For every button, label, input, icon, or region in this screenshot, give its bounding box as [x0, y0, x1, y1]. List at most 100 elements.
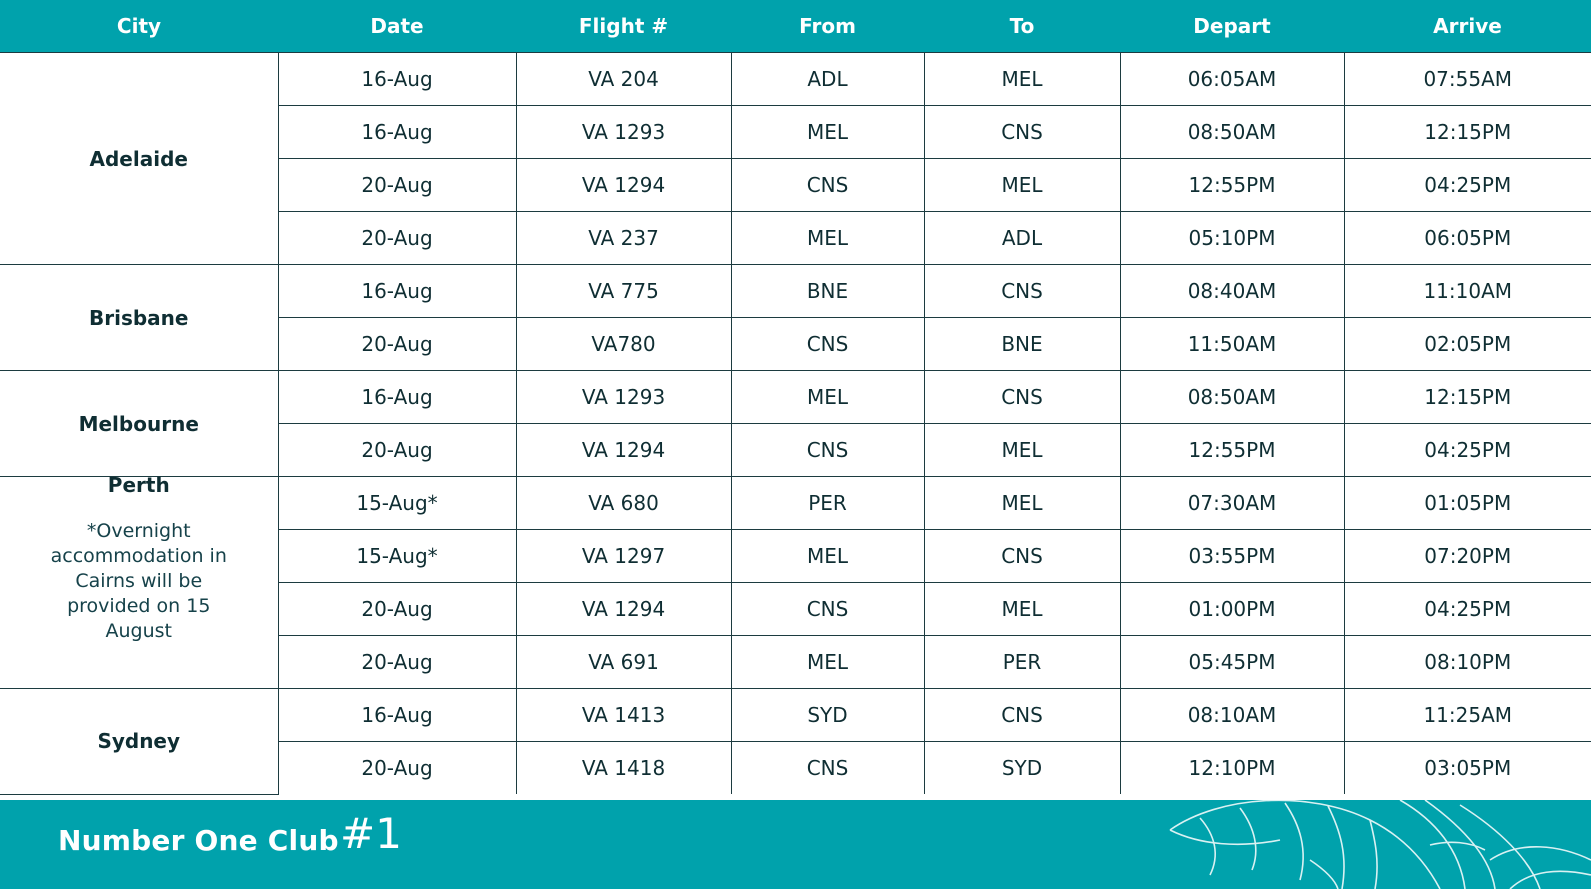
column-header: City: [0, 0, 278, 53]
column-header: Depart: [1120, 0, 1344, 53]
arrive-cell: 12:15PM: [1343, 370, 1591, 424]
date-cell: 20-Aug: [277, 158, 517, 212]
depart-cell: 12:10PM: [1119, 741, 1345, 794]
column-header: Flight #: [516, 0, 731, 53]
brand-name: Number One Club: [58, 824, 339, 857]
depart-cell: 06:05AM: [1119, 52, 1345, 106]
to-cell: BNE: [923, 317, 1121, 371]
arrive-cell: 07:20PM: [1343, 529, 1591, 583]
to-cell: PER: [923, 635, 1121, 689]
from-cell: CNS: [730, 423, 925, 477]
arrive-cell: 01:05PM: [1343, 476, 1591, 530]
flight-cell: VA780: [515, 317, 732, 371]
city-name: Adelaide: [89, 146, 188, 171]
number-one-logo: #1: [340, 809, 402, 858]
city-name: Sydney: [97, 729, 181, 754]
date-cell: 20-Aug: [277, 211, 517, 265]
arrive-cell: 11:25AM: [1343, 688, 1591, 742]
from-cell: MEL: [730, 105, 925, 159]
date-cell: 15-Aug*: [277, 476, 517, 530]
flight-cell: VA 691: [515, 635, 732, 689]
from-cell: MEL: [730, 529, 925, 583]
flight-cell: VA 1413: [515, 688, 732, 742]
from-cell: BNE: [730, 264, 925, 318]
depart-cell: 08:10AM: [1119, 688, 1345, 742]
date-cell: 16-Aug: [277, 105, 517, 159]
table-row: 20-Aug VA 691 MEL PER 05:45PM 08:10PM: [0, 635, 1591, 689]
column-header: From: [731, 0, 924, 53]
flight-cell: VA 1294: [515, 582, 732, 636]
city-cell: Perth *Overnight accommodation in Cairns …: [0, 473, 279, 689]
to-cell: SYD: [923, 741, 1121, 794]
arrive-cell: 04:25PM: [1343, 158, 1591, 212]
flight-cell: VA 1418: [515, 741, 732, 794]
arrive-cell: 02:05PM: [1343, 317, 1591, 371]
arrive-cell: 04:25PM: [1343, 582, 1591, 636]
table-row: Sydney 16-Aug VA 1413 SYD CNS 08:10AM 11:25AM: [0, 688, 1591, 795]
to-cell: MEL: [923, 158, 1121, 212]
depart-cell: 03:55PM: [1119, 529, 1345, 583]
flight-schedule-table: City Date Flight # From To Depart Arrive Adela…: [0, 0, 1591, 795]
flight-cell: VA 1293: [515, 105, 732, 159]
depart-cell: 05:45PM: [1119, 635, 1345, 689]
depart-cell: 12:55PM: [1119, 423, 1345, 477]
from-cell: PER: [730, 476, 925, 530]
table-row: 20-Aug VA 1294 CNS MEL 01:00PM 04:25PM: [0, 582, 1591, 636]
depart-cell: 08:40AM: [1119, 264, 1345, 318]
column-header: Arrive: [1344, 0, 1591, 53]
date-cell: 20-Aug: [277, 741, 517, 794]
header-row: City Date Flight # From To Depart Arrive: [0, 0, 1591, 53]
from-cell: CNS: [730, 317, 925, 371]
depart-cell: 11:50AM: [1119, 317, 1345, 371]
to-cell: CNS: [923, 688, 1121, 742]
city-name: Brisbane: [89, 305, 189, 330]
date-cell: 20-Aug: [277, 317, 517, 371]
city-name: Melbourne: [78, 411, 199, 436]
table-row: 20-Aug VA 1418 CNS SYD 12:10PM 03:05PM: [0, 741, 1591, 794]
date-cell: 16-Aug: [277, 688, 517, 742]
date-cell: 20-Aug: [277, 635, 517, 689]
from-cell: MEL: [730, 211, 925, 265]
to-cell: CNS: [923, 529, 1121, 583]
table-row: 15-Aug* VA 1297 MEL CNS 03:55PM 07:20PM: [0, 529, 1591, 583]
from-cell: CNS: [730, 582, 925, 636]
depart-cell: 08:50AM: [1119, 105, 1345, 159]
table-row: 20-Aug VA780 CNS BNE 11:50AM 02:05PM: [0, 317, 1591, 371]
date-cell: 20-Aug: [277, 582, 517, 636]
table-header: City Date Flight # From To Depart Arrive: [0, 0, 1591, 53]
flight-cell: VA 775: [515, 264, 732, 318]
to-cell: ADL: [923, 211, 1121, 265]
arrive-cell: 11:10AM: [1343, 264, 1591, 318]
arrive-cell: 12:15PM: [1343, 105, 1591, 159]
date-cell: 16-Aug: [277, 52, 517, 106]
arrive-cell: 08:10PM: [1343, 635, 1591, 689]
city-cell: Melbourne: [0, 370, 279, 477]
table-row: Brisbane 16-Aug VA 775 BNE CNS 08:40AM 11:10AM: [0, 264, 1591, 371]
date-cell: 16-Aug: [277, 370, 517, 424]
footer-bar: Number One Club #1: [0, 800, 1591, 889]
to-cell: MEL: [923, 476, 1121, 530]
table-body: Adelaide 16-Aug VA 204 ADL MEL 06:05AM 07:55AM…: [0, 52, 1591, 795]
date-cell: 16-Aug: [277, 264, 517, 318]
flight-cell: VA 1293: [515, 370, 732, 424]
to-cell: CNS: [923, 264, 1121, 318]
to-cell: MEL: [923, 423, 1121, 477]
from-cell: SYD: [730, 688, 925, 742]
depart-cell: 01:00PM: [1119, 582, 1345, 636]
to-cell: CNS: [923, 105, 1121, 159]
table-row: 20-Aug VA 237 MEL ADL 05:10PM 06:05PM: [0, 211, 1591, 265]
from-cell: MEL: [730, 370, 925, 424]
to-cell: CNS: [923, 370, 1121, 424]
to-cell: MEL: [923, 582, 1121, 636]
city-cell: Adelaide: [0, 52, 279, 265]
arrive-cell: 07:55AM: [1343, 52, 1591, 106]
flight-cell: VA 680: [515, 476, 732, 530]
arrive-cell: 03:05PM: [1343, 741, 1591, 794]
flight-cell: VA 237: [515, 211, 732, 265]
from-cell: MEL: [730, 635, 925, 689]
column-header: To: [924, 0, 1120, 53]
flight-cell: VA 1294: [515, 423, 732, 477]
column-header: Date: [278, 0, 516, 53]
flight-cell: VA 1294: [515, 158, 732, 212]
